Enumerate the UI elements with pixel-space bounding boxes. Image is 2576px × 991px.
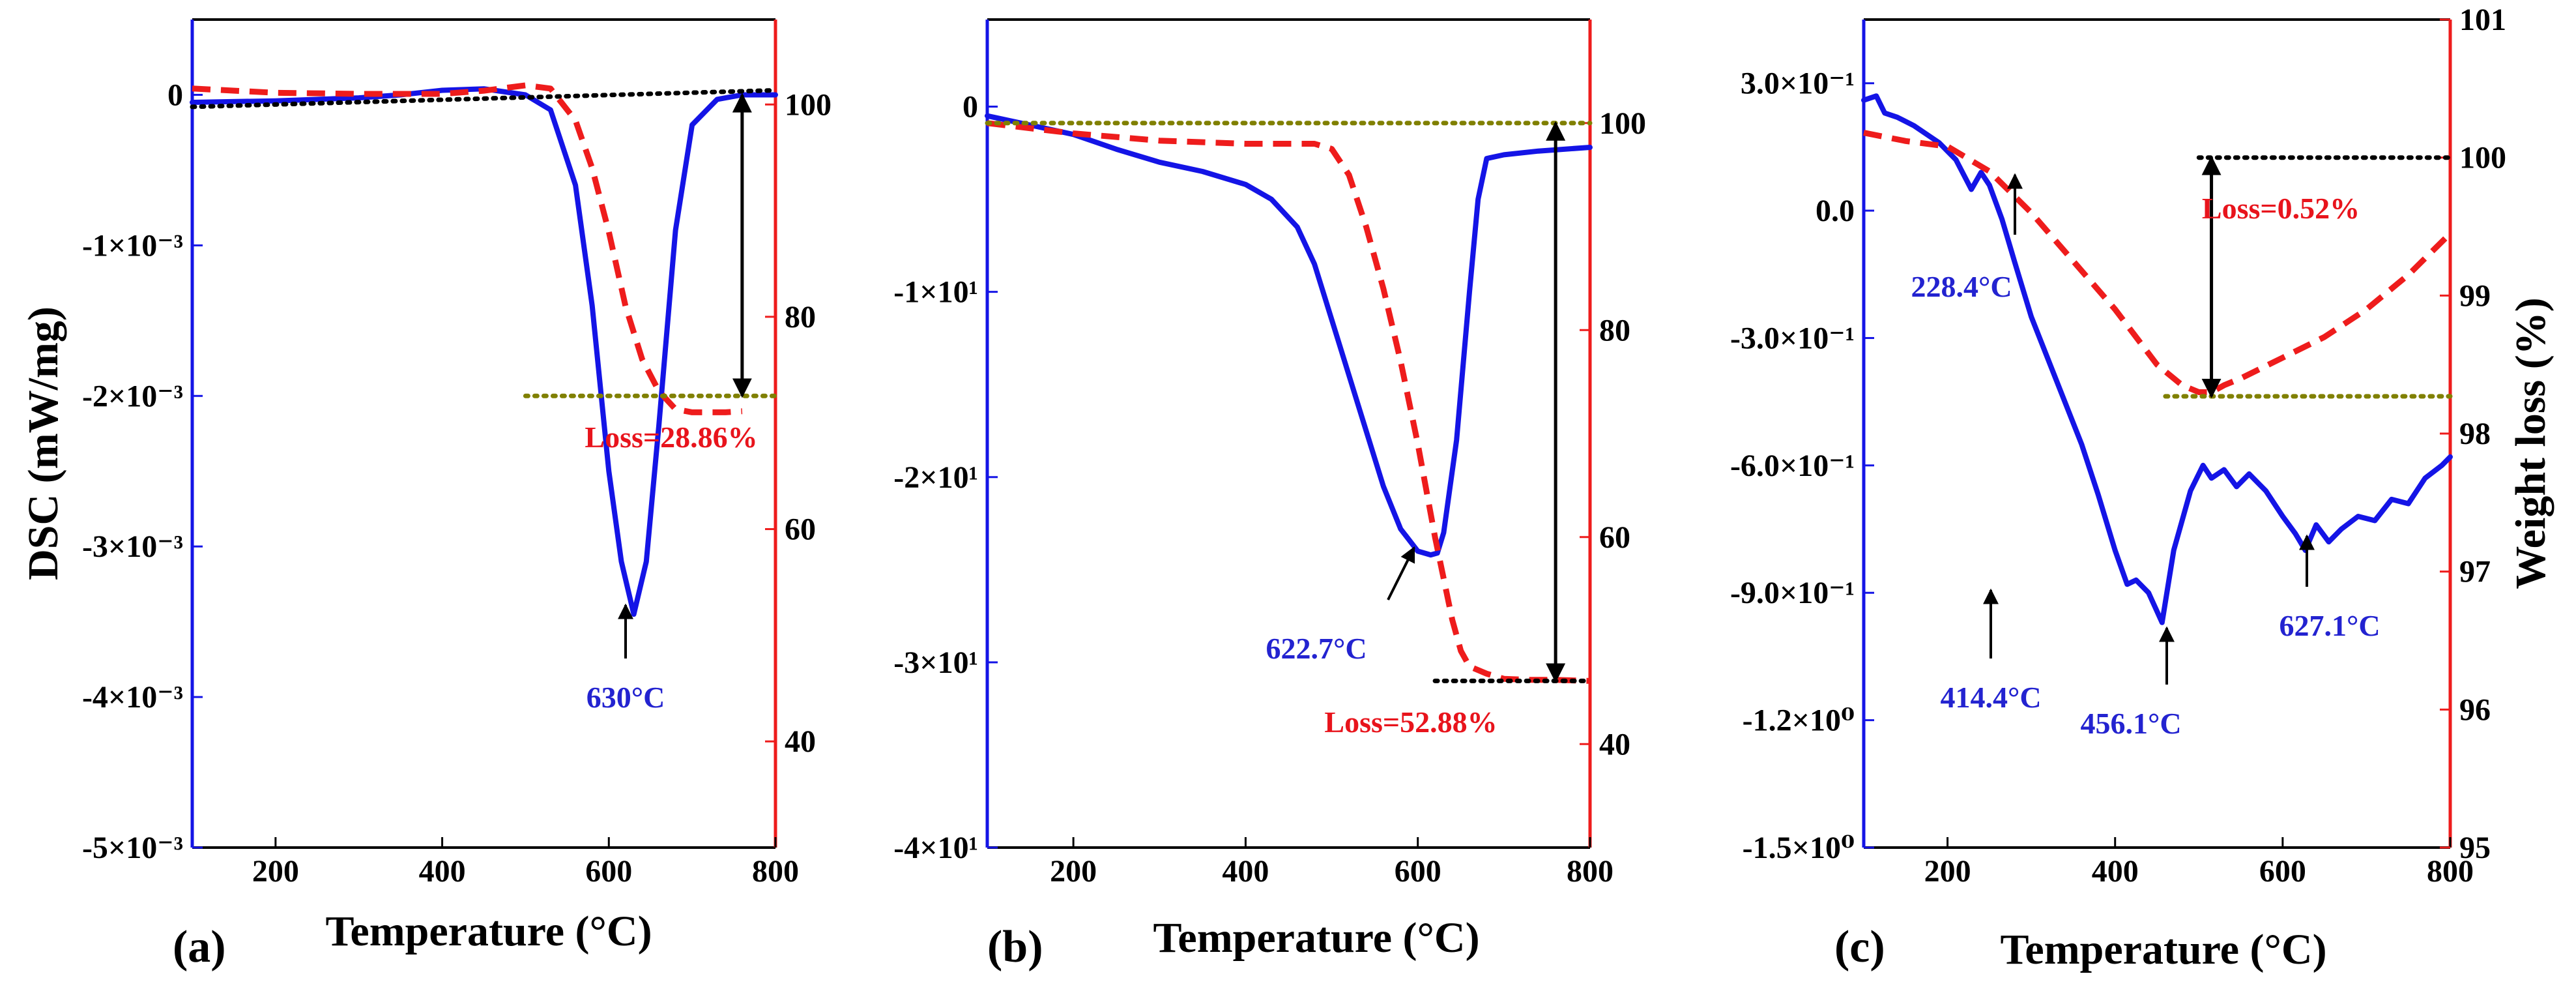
panel-a: 200 400 600 800 0 -1×10⁻³ -2×10⁻³ -3×10⁻³ -4×10⁻…: [82, 18, 832, 889]
y-right-tick-label: 95: [2459, 831, 2491, 865]
y-right-tick-label: 80: [1599, 313, 1630, 348]
panel-c: 200 400 600 800 3.0×10⁻¹ 0.0 -3.0×10⁻¹ -6.0×10⁻…: [1730, 3, 2506, 889]
x-axis-title-b: Temperature (°C): [1153, 914, 1479, 962]
peak-label: 414.4°C: [1940, 681, 2041, 714]
y-left-tick-label: 0: [167, 78, 183, 112]
y-left-tick-label: -9.0×10⁻¹: [1730, 576, 1855, 610]
loss-label: Loss=28.86%: [585, 421, 757, 454]
y-right-tick-label: 96: [2459, 692, 2491, 727]
y-left-tick-label: -1×10¹: [893, 275, 978, 310]
panel-label-b: (b): [987, 922, 1043, 972]
y-right-tick-label: 40: [785, 724, 816, 759]
y-left-tick-label: -1.5×10⁰: [1743, 831, 1855, 865]
peak-label: 456.1°C: [2080, 707, 2181, 740]
x-axis-title-c: Temperature (°C): [2000, 926, 2326, 973]
y-left-tick-label: 0.0: [1816, 194, 1855, 228]
y-left-tick-label: -3×10⁻³: [82, 529, 183, 564]
peak-label: 228.4°C: [1911, 270, 2012, 303]
x-tick-label: 600: [1395, 854, 1441, 889]
y-right-tick-label: 60: [785, 512, 816, 547]
x-tick-label: 600: [2259, 854, 2306, 889]
peak-label: 630°C: [586, 681, 665, 714]
x-tick-label: 200: [1050, 854, 1097, 889]
y-left-tick-label: -6.0×10⁻¹: [1730, 449, 1855, 483]
y-axis-title-right: Weight loss (%): [2507, 297, 2554, 589]
tg-curve: [192, 82, 743, 415]
y-right-tick-label: 98: [2459, 417, 2491, 451]
baseline-dotted-line: [190, 88, 778, 110]
y-left-tick-label: -2×10¹: [893, 460, 978, 495]
dsc-curve: [985, 113, 1593, 558]
y-right-tick-label: 99: [2459, 278, 2491, 313]
y-left-tick-label: 3.0×10⁻¹: [1741, 67, 1855, 101]
tg-curve: [987, 120, 1591, 684]
y-right-tick-label: 100: [1599, 106, 1646, 141]
y-left-tick-label: -4×10¹: [893, 831, 978, 865]
dsc-curve: [1861, 93, 2453, 625]
x-tick-label: 200: [1924, 854, 1971, 889]
x-tick-label: 800: [752, 854, 799, 889]
panel-label-a: (a): [173, 922, 226, 972]
y-left-tick-label: -1×10⁻³: [82, 228, 183, 263]
y-right-tick-label: 100: [2459, 141, 2506, 175]
x-tick-label: 600: [585, 854, 632, 889]
tg-curve: [1863, 130, 2453, 395]
y-right-tick-label: 100: [785, 87, 832, 122]
y-right-tick-label: 60: [1599, 520, 1630, 555]
y-left-tick-label: 0: [962, 90, 978, 125]
x-tick-label: 200: [252, 854, 299, 889]
panel-label-c: (c): [1834, 922, 1885, 972]
dsc-curve: [190, 86, 778, 617]
y-right-tick-label: 80: [785, 300, 816, 334]
loss-label: Loss=52.88%: [1324, 705, 1497, 739]
panel-b: 200 400 600 800 0 -1×10¹ -2×10¹ -3×10¹ -4×10¹ 100…: [893, 18, 1646, 889]
x-tick-label: 400: [419, 854, 466, 889]
x-tick-label: 400: [2092, 854, 2139, 889]
y-left-tick-label: -5×10⁻³: [82, 831, 183, 865]
x-axis-title-a: Temperature (°C): [325, 908, 652, 955]
loss-label: Loss=0.52%: [2202, 192, 2360, 225]
peak-label: 627.1°C: [2279, 609, 2380, 642]
peak-label: 622.7°C: [1266, 632, 1367, 665]
y-axis-title-left: DSC (mW/mg): [20, 306, 67, 580]
y-left-tick-label: -3×10¹: [893, 645, 978, 680]
peak-arrow: [1387, 546, 1415, 600]
y-right-tick-label: 97: [2459, 555, 2491, 589]
y-right-tick-label: 101: [2459, 3, 2506, 37]
y-left-tick-label: -2×10⁻³: [82, 379, 183, 413]
y-left-tick-label: -3.0×10⁻¹: [1730, 321, 1855, 355]
y-right-tick-label: 40: [1599, 727, 1630, 762]
x-tick-label: 400: [1222, 854, 1269, 889]
y-left-tick-label: -1.2×10⁰: [1743, 703, 1855, 738]
y-left-tick-label: -4×10⁻³: [82, 680, 183, 715]
x-tick-label: 800: [2427, 854, 2474, 889]
x-tick-label: 800: [1567, 854, 1614, 889]
